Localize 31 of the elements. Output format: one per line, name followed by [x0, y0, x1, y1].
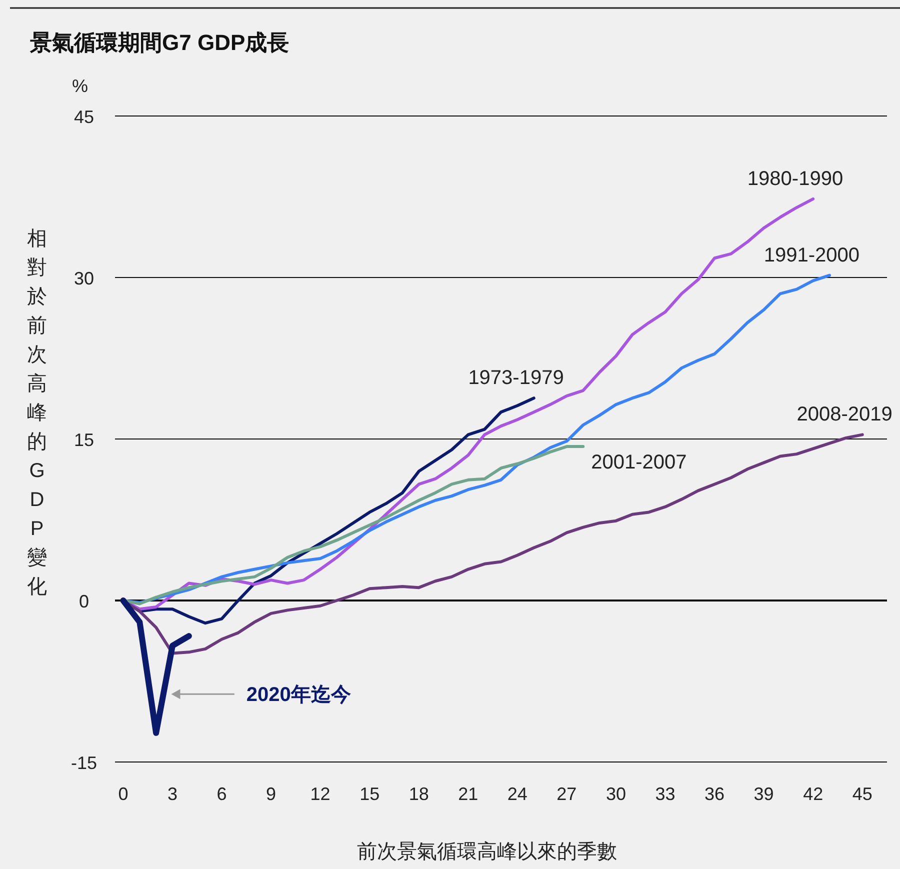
- x-axis-title: 前次景氣循環高峰以來的季數: [357, 840, 617, 863]
- series-label: 2001-2007: [591, 452, 687, 474]
- x-tick-label: 3: [167, 784, 178, 804]
- chart-subtitle: %: [72, 76, 88, 96]
- series-label: 1991-2000: [764, 244, 860, 266]
- y-tick-label: -15: [70, 753, 98, 773]
- y-tick-label: 45: [74, 107, 94, 127]
- x-tick-label: 42: [803, 784, 824, 804]
- x-tick-label: 15: [360, 784, 380, 804]
- x-tick-label: 45: [852, 784, 872, 804]
- x-tick-label: 9: [266, 784, 276, 804]
- x-tick-label: 39: [754, 784, 774, 804]
- x-tick-label: 21: [458, 784, 478, 804]
- series-label: 2008-2019: [796, 404, 892, 426]
- x-tick-label: 6: [216, 784, 227, 804]
- x-tick-label: 12: [310, 784, 330, 804]
- text: 相對於前次高峰的GDP變化: [27, 228, 47, 598]
- text: 2020年迄今: [246, 684, 351, 706]
- x-tick-label: 27: [556, 784, 577, 804]
- x-tick-label: 24: [507, 784, 528, 804]
- x-tick-label: 33: [655, 784, 676, 804]
- x-tick-label: 30: [606, 784, 626, 804]
- series-label: 1980-1990: [747, 168, 844, 190]
- series-label: 1973-1979: [468, 367, 564, 390]
- y-tick-label: 15: [74, 430, 94, 450]
- chart-title: 景氣循環期間G7 GDP成長: [29, 30, 290, 55]
- y-tick-label: 30: [74, 268, 94, 288]
- x-tick-label: 36: [704, 784, 725, 804]
- y-tick-label: 0: [78, 592, 90, 612]
- x-tick-label: 0: [118, 784, 128, 804]
- x-tick-label: 18: [408, 784, 429, 804]
